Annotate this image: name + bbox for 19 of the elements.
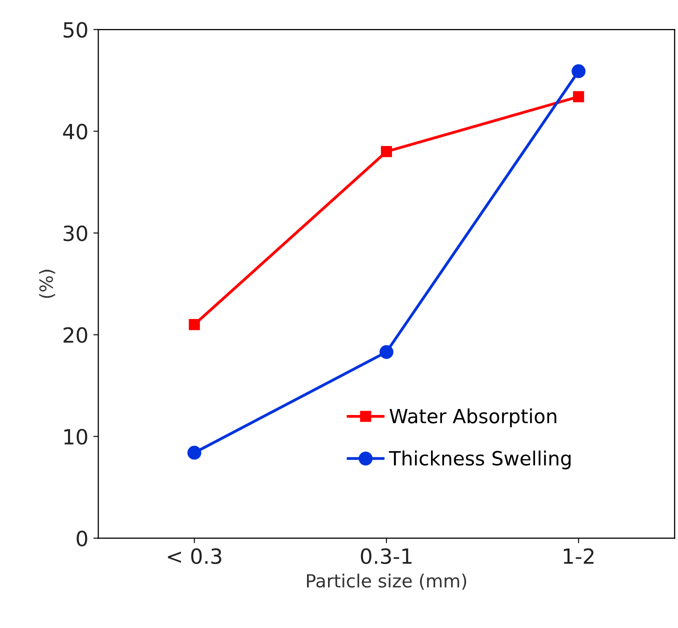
x-tick-label: 0.3-1: [360, 548, 412, 564]
x-axis-title: Particle size (mm): [307, 574, 466, 590]
y-axis-title: (%): [39, 270, 56, 298]
x-tick-label: 1-2: [564, 548, 594, 564]
y-tick-label: 40: [63, 124, 88, 140]
y-tick-label: 10: [64, 428, 88, 445]
legend-label: Water Absorption: [390, 408, 556, 428]
y-tick-label: 0: [76, 530, 88, 546]
point: [187, 446, 202, 460]
x-tick-label: < 0.3: [168, 548, 222, 564]
point: [572, 64, 586, 78]
point: [188, 318, 200, 330]
point: [380, 146, 392, 158]
y-tick-label: 50: [64, 22, 88, 38]
point: [573, 91, 584, 102]
point: [380, 345, 394, 359]
y-tick-label: 20: [64, 327, 88, 343]
y-tick-label: 30: [64, 225, 88, 242]
legend-label: Thickness Swelling: [388, 450, 571, 470]
